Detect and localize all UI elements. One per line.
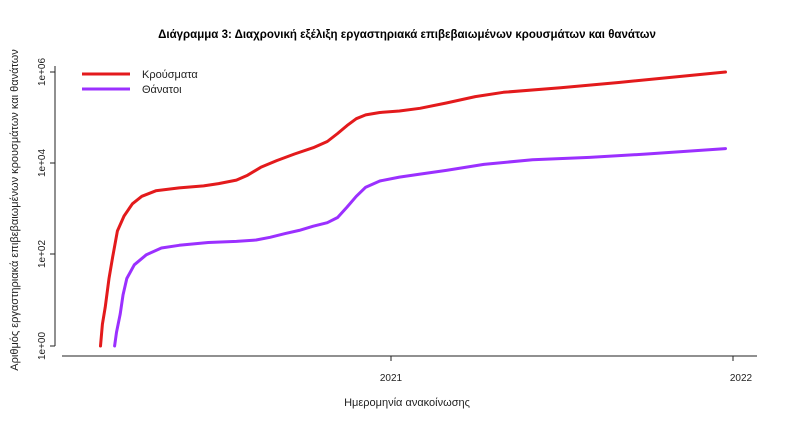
chart-title: Διάγραμμα 3: Διαχρονική εξέλιξη εργαστηρ… bbox=[158, 29, 656, 41]
x-tick-label: 2021 bbox=[380, 373, 403, 384]
series-layer bbox=[99, 70, 727, 348]
legend: Κρούσματα Θάνατοι bbox=[82, 69, 198, 96]
series-line-deaths bbox=[113, 147, 727, 348]
series-line-cases bbox=[99, 70, 727, 348]
x-tick-label: 2022 bbox=[730, 373, 753, 384]
legend-label-cases: Κρούσματα bbox=[142, 69, 198, 81]
x-axis-label: Ημερομηνία ανακοίνωσης bbox=[344, 397, 470, 409]
y-axis bbox=[50, 66, 56, 347]
y-tick-label: 1e+04 bbox=[37, 149, 48, 178]
y-tick-label: 1e+06 bbox=[37, 58, 48, 87]
y-tick-label: 1e+00 bbox=[37, 332, 48, 361]
y-tick-label: 1e+02 bbox=[37, 240, 48, 269]
legend-label-deaths: Θάνατοι bbox=[142, 84, 182, 96]
x-axis bbox=[62, 355, 757, 361]
y-axis-label: Αριθμός εργαστηριακά επιβεβαιωμένων κρου… bbox=[9, 49, 21, 371]
